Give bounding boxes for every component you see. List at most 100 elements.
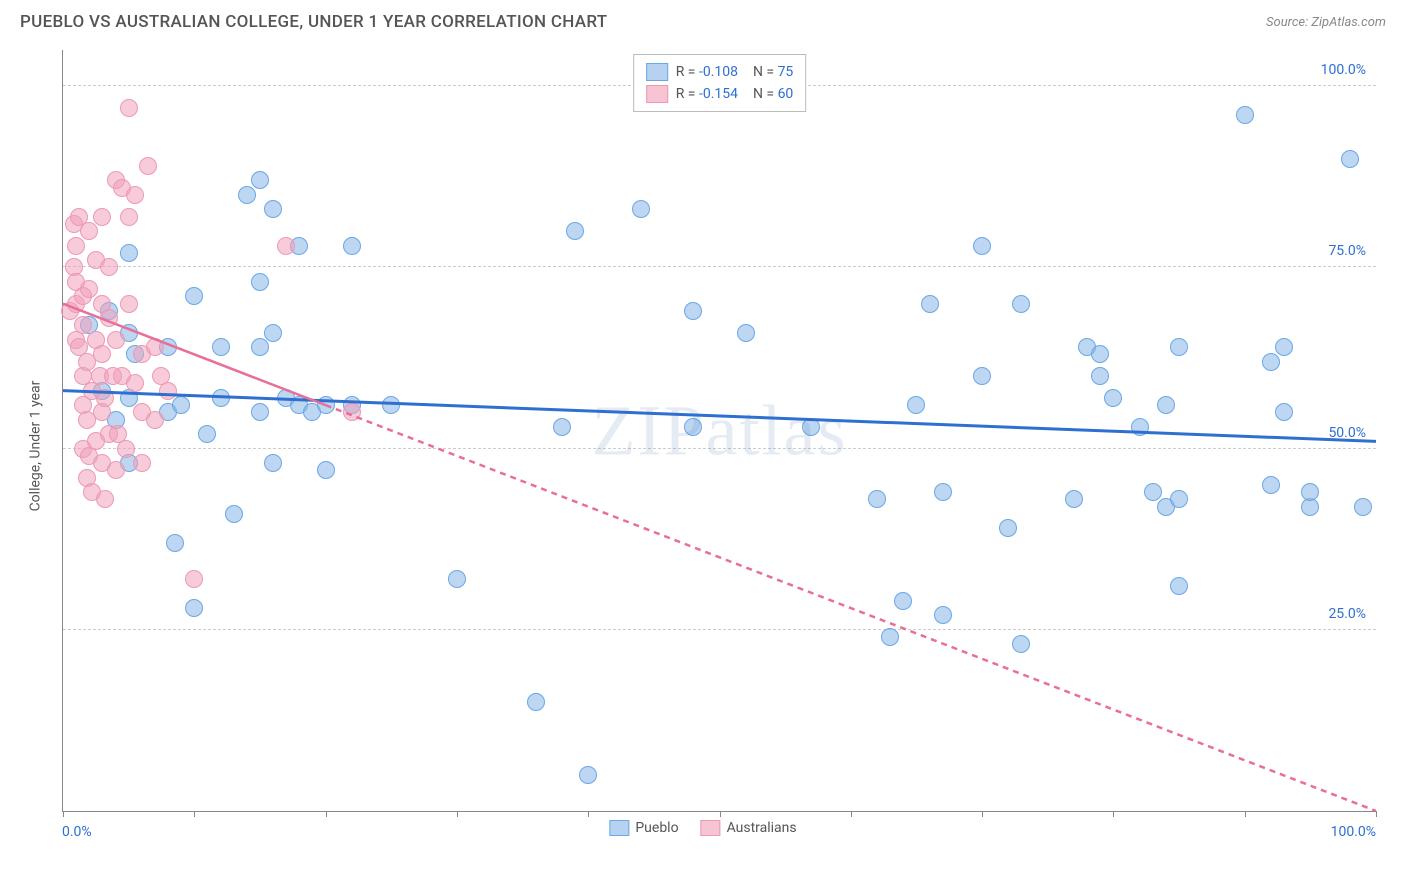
- source-label: Source: ZipAtlas.com: [1266, 15, 1386, 30]
- data-point: [1144, 483, 1162, 501]
- data-point: [579, 766, 597, 784]
- data-point: [343, 403, 361, 421]
- data-point: [1170, 490, 1188, 508]
- series-legend-item: Pueblo: [609, 820, 678, 836]
- data-point: [96, 490, 114, 508]
- x-tick-mark: [457, 811, 458, 817]
- series-legend: Pueblo Australians: [609, 820, 796, 836]
- y-tick-label: 100.0%: [1321, 62, 1366, 78]
- data-point: [185, 287, 203, 305]
- data-point: [1275, 403, 1293, 421]
- data-point: [1354, 498, 1372, 516]
- x-tick-mark: [1245, 811, 1246, 817]
- data-point: [1170, 338, 1188, 356]
- data-point: [120, 244, 138, 262]
- data-point: [448, 570, 466, 588]
- data-point: [185, 570, 203, 588]
- data-point: [277, 237, 295, 255]
- data-point: [146, 338, 164, 356]
- data-point: [684, 418, 702, 436]
- data-point: [93, 345, 111, 363]
- data-point: [172, 396, 190, 414]
- data-point: [553, 418, 571, 436]
- series-legend-item: Australians: [701, 820, 797, 836]
- data-point: [264, 324, 282, 342]
- ylabel-wrap: College, Under 1 year: [20, 50, 50, 842]
- data-point: [934, 606, 952, 624]
- x-tick-mark: [982, 811, 983, 817]
- correlation-legend: R = -0.108 N = 75R = -0.154 N = 60: [633, 54, 807, 112]
- x-tick-mark: [63, 811, 64, 817]
- data-point: [1012, 635, 1030, 653]
- data-point: [80, 280, 98, 298]
- data-point: [921, 295, 939, 313]
- data-point: [80, 222, 98, 240]
- series-legend-label: Australians: [727, 820, 797, 836]
- legend-row: R = -0.108 N = 75: [646, 61, 794, 83]
- data-point: [1275, 338, 1293, 356]
- data-point: [159, 382, 177, 400]
- data-point: [1104, 389, 1122, 407]
- data-point: [802, 418, 820, 436]
- x-tick-mark: [1376, 811, 1377, 817]
- y-tick-label: 50.0%: [1328, 425, 1366, 441]
- trend-lines-layer: [63, 50, 1376, 811]
- x-tick-mark: [588, 811, 589, 817]
- data-point: [382, 396, 400, 414]
- data-point: [1170, 577, 1188, 595]
- data-point: [120, 99, 138, 117]
- legend-swatch: [646, 85, 668, 103]
- x-axis-max-label: 100.0%: [1331, 824, 1376, 840]
- data-point: [264, 200, 282, 218]
- data-point: [1131, 418, 1149, 436]
- data-point: [632, 200, 650, 218]
- legend-swatch: [646, 63, 668, 81]
- data-point: [117, 440, 135, 458]
- grid-line: [63, 629, 1376, 630]
- data-point: [1091, 345, 1109, 363]
- data-point: [1301, 483, 1319, 501]
- data-point: [212, 338, 230, 356]
- x-tick-mark: [851, 811, 852, 817]
- series-legend-label: Pueblo: [635, 820, 678, 836]
- data-point: [934, 483, 952, 501]
- data-point: [868, 490, 886, 508]
- data-point: [1091, 367, 1109, 385]
- data-point: [1262, 353, 1280, 371]
- y-axis-label: College, Under 1 year: [27, 381, 43, 512]
- data-point: [120, 208, 138, 226]
- data-point: [527, 693, 545, 711]
- y-tick-label: 75.0%: [1328, 243, 1366, 259]
- data-point: [166, 534, 184, 552]
- legend-r: R = -0.154: [676, 86, 738, 102]
- data-point: [317, 461, 335, 479]
- data-point: [74, 316, 92, 334]
- x-tick-mark: [326, 811, 327, 817]
- data-point: [251, 171, 269, 189]
- y-tick-label: 25.0%: [1328, 606, 1366, 622]
- grid-line: [63, 448, 1376, 449]
- data-point: [1012, 295, 1030, 313]
- x-axis-min-label: 0.0%: [62, 824, 92, 840]
- data-point: [93, 208, 111, 226]
- data-point: [225, 505, 243, 523]
- data-point: [973, 367, 991, 385]
- data-point: [198, 425, 216, 443]
- data-point: [343, 237, 361, 255]
- data-point: [251, 338, 269, 356]
- data-point: [67, 237, 85, 255]
- data-point: [126, 374, 144, 392]
- plot-area: ZIPatlas R = -0.108 N = 75R = -0.154 N =…: [62, 50, 1376, 812]
- data-point: [973, 237, 991, 255]
- chart-title: PUEBLO VS AUSTRALIAN COLLEGE, UNDER 1 YE…: [20, 12, 607, 32]
- data-point: [100, 258, 118, 276]
- legend-r: R = -0.108: [676, 64, 738, 80]
- data-point: [1157, 396, 1175, 414]
- data-point: [139, 157, 157, 175]
- data-point: [737, 324, 755, 342]
- legend-n: N = 75: [746, 64, 793, 80]
- data-point: [146, 411, 164, 429]
- data-point: [999, 519, 1017, 537]
- data-point: [107, 331, 125, 349]
- data-point: [684, 302, 702, 320]
